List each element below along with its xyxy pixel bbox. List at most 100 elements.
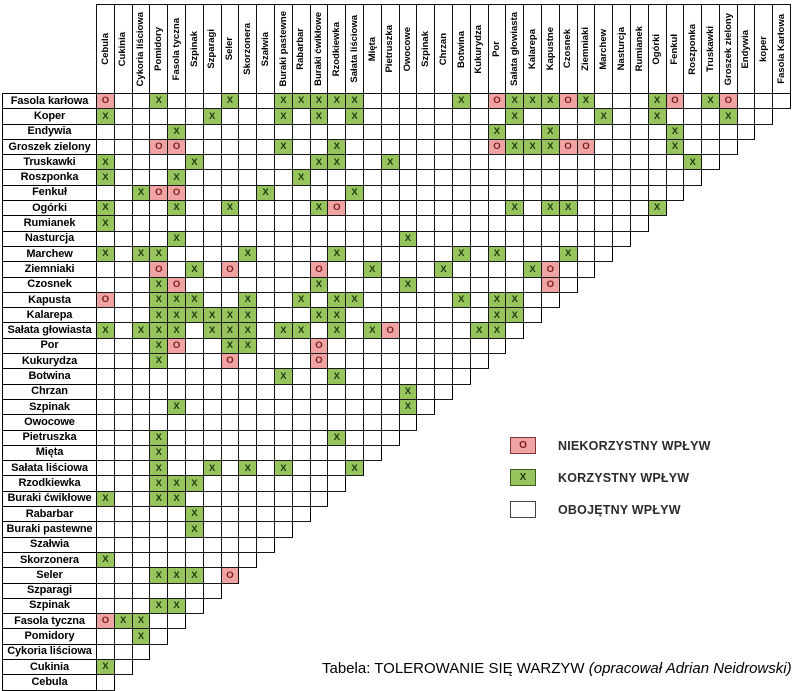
corner-spacer: [2, 4, 97, 94]
matrix-cell: X: [149, 353, 169, 370]
matrix-cell: [273, 276, 293, 293]
matrix-cell: [416, 353, 436, 370]
col-header: Czosnek: [558, 4, 578, 94]
table-row: Nasturcja X X: [2, 230, 791, 247]
matrix-cell: [327, 276, 347, 293]
matrix-cell: X: [149, 567, 169, 584]
matrix-cell: [434, 154, 453, 171]
matrix-cell: X: [96, 200, 115, 217]
row-label: Cebula: [2, 674, 97, 691]
matrix-cell: [131, 92, 151, 110]
matrix-cell: O: [558, 138, 578, 156]
matrix-cell: [416, 154, 436, 171]
matrix-cell: [345, 383, 364, 400]
matrix-cell: [96, 276, 115, 293]
matrix-cell: X: [202, 460, 222, 477]
table-row: Kapusta O X X X X X X X X X X: [2, 291, 791, 309]
matrix-cell: [398, 337, 418, 355]
matrix-cell: [273, 261, 293, 278]
matrix-cell: [184, 245, 204, 263]
matrix-cell: [362, 154, 382, 171]
matrix-cell: [96, 506, 115, 523]
matrix-cell: X: [327, 92, 347, 110]
matrix-cell: X: [220, 92, 240, 110]
matrix-cell: [220, 138, 240, 156]
matrix-cell: [309, 169, 329, 186]
matrix-cell: [451, 368, 471, 385]
matrix-cell: [149, 414, 169, 431]
matrix-cell: [220, 536, 240, 553]
col-header: koper: [754, 4, 774, 94]
matrix-cell: X: [167, 291, 186, 309]
matrix-cell: [96, 383, 115, 400]
matrix-cell: [487, 337, 507, 355]
col-header-label: Roszponka: [686, 23, 698, 75]
matrix-cell: [523, 307, 542, 324]
matrix-cell: [96, 567, 115, 584]
matrix-cell: [345, 276, 364, 293]
matrix-cell: [149, 506, 169, 523]
matrix-cell: X: [131, 322, 151, 339]
matrix-cell: [96, 429, 115, 446]
matrix-cell: X: [131, 613, 151, 630]
matrix-cell: [238, 429, 258, 446]
matrix-cell: [131, 643, 151, 660]
col-header-label: Pomidory: [153, 27, 165, 71]
matrix-cell: [291, 184, 311, 202]
matrix-cell: [113, 475, 133, 492]
matrix-cell: X: [202, 307, 222, 324]
matrix-cell: [113, 567, 133, 584]
matrix-cell: [220, 230, 240, 247]
matrix-cell: [167, 108, 186, 125]
matrix-cell: [273, 475, 293, 492]
matrix-cell: [113, 169, 133, 186]
matrix-cell: X: [273, 92, 293, 110]
matrix-cell: [167, 92, 186, 110]
matrix-cell: [362, 230, 382, 247]
matrix-cell: X: [505, 200, 525, 217]
matrix-cell: X: [505, 92, 525, 110]
row-label: Szałwia: [2, 536, 97, 553]
matrix-cell: [202, 138, 222, 156]
matrix-cell: [220, 368, 240, 385]
matrix-cell: X: [523, 92, 542, 110]
matrix-cell: X: [558, 200, 578, 217]
matrix-cell: [327, 337, 347, 355]
matrix-cell: [362, 169, 382, 186]
matrix-cell: [451, 138, 471, 156]
table-row: Chrzan X: [2, 383, 791, 400]
matrix-cell: [523, 154, 542, 171]
matrix-cell: [113, 353, 133, 370]
matrix-cell: [576, 200, 596, 217]
matrix-cell: [167, 245, 186, 263]
matrix-cell: [718, 123, 738, 140]
matrix-cell: X: [149, 460, 169, 477]
legend-label: KORZYSTNY WPŁYW: [558, 470, 690, 485]
matrix-cell: [398, 123, 418, 140]
matrix-cell: [131, 597, 151, 615]
matrix-cell: X: [327, 429, 347, 446]
matrix-cell: [558, 230, 578, 247]
matrix-cell: [309, 215, 329, 232]
matrix-cell: [113, 291, 133, 309]
matrix-cell: [131, 521, 151, 538]
matrix-cell: [184, 108, 204, 125]
matrix-cell: O: [327, 200, 347, 217]
matrix-cell: [96, 597, 115, 615]
matrix-cell: [149, 169, 169, 186]
matrix-cell: [256, 169, 275, 186]
row-label: Seler: [2, 567, 97, 584]
matrix-cell: [594, 200, 614, 217]
matrix-cell: [558, 261, 578, 278]
matrix-cell: [256, 398, 275, 416]
matrix-cell: [131, 582, 151, 599]
matrix-cell: [434, 92, 453, 110]
matrix-cell: X: [345, 92, 364, 110]
matrix-cell: [683, 138, 703, 156]
matrix-cell: [469, 307, 489, 324]
matrix-cell: [594, 138, 614, 156]
row-label: Skorzonera: [2, 551, 97, 569]
matrix-cell: O: [540, 276, 560, 293]
matrix-cell: [683, 123, 703, 140]
matrix-cell: X: [96, 154, 115, 171]
